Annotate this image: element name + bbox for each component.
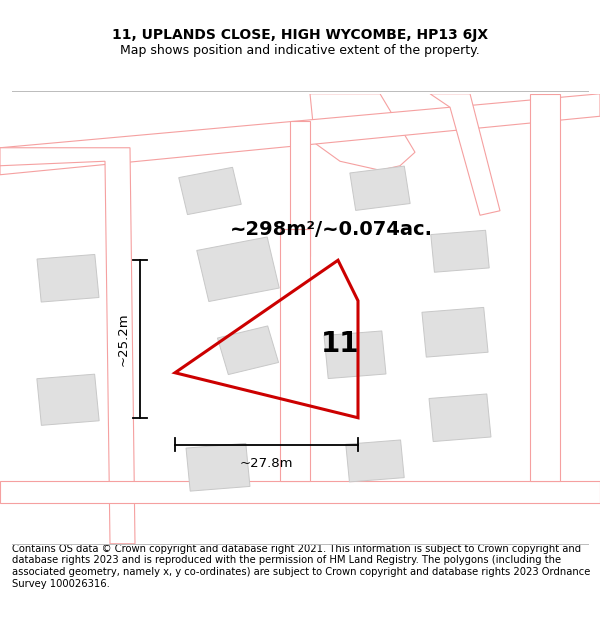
Polygon shape — [186, 443, 250, 491]
Text: ~27.8m: ~27.8m — [240, 458, 293, 471]
Polygon shape — [350, 166, 410, 211]
Polygon shape — [324, 331, 386, 379]
Polygon shape — [37, 374, 99, 426]
Text: 11, UPLANDS CLOSE, HIGH WYCOMBE, HP13 6JX: 11, UPLANDS CLOSE, HIGH WYCOMBE, HP13 6J… — [112, 28, 488, 42]
Polygon shape — [0, 148, 135, 544]
Polygon shape — [0, 94, 600, 544]
Polygon shape — [217, 326, 278, 374]
Polygon shape — [280, 229, 310, 481]
Polygon shape — [0, 94, 600, 175]
Polygon shape — [179, 168, 241, 214]
Polygon shape — [422, 308, 488, 357]
Polygon shape — [310, 94, 415, 170]
Polygon shape — [431, 230, 489, 272]
Polygon shape — [37, 254, 99, 302]
Text: ~298m²/~0.074ac.: ~298m²/~0.074ac. — [230, 220, 433, 239]
Polygon shape — [429, 394, 491, 441]
Polygon shape — [346, 440, 404, 482]
Polygon shape — [430, 94, 500, 215]
Polygon shape — [290, 121, 310, 256]
Text: Contains OS data © Crown copyright and database right 2021. This information is : Contains OS data © Crown copyright and d… — [12, 544, 590, 589]
Text: Map shows position and indicative extent of the property.: Map shows position and indicative extent… — [120, 44, 480, 57]
Text: 11: 11 — [321, 330, 359, 358]
Polygon shape — [530, 94, 560, 481]
Polygon shape — [197, 237, 279, 301]
Polygon shape — [0, 481, 600, 503]
Text: ~25.2m: ~25.2m — [117, 312, 130, 366]
